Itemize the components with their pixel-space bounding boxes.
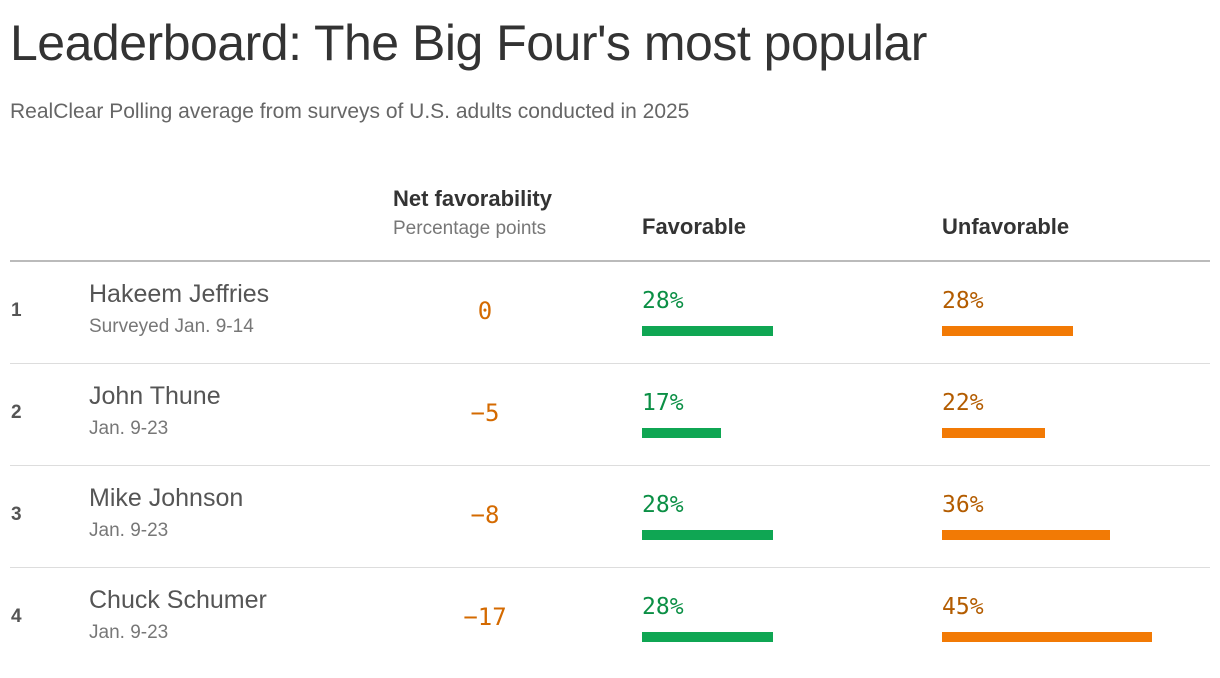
chart-subtitle: RealClear Polling average from surveys o… [10, 100, 690, 123]
row-divider [10, 567, 1210, 568]
net-favorability-subheader: Percentage points [393, 218, 547, 239]
favorable-bar [642, 632, 773, 642]
row-dates: Jan. 9-23 [89, 520, 169, 541]
favorable-header: Favorable [642, 214, 746, 239]
unfavorable-bar [942, 428, 1045, 438]
net-favorability-value: 0 [477, 297, 493, 325]
favorable-value: 28% [642, 594, 684, 620]
row-dates: Jan. 9-23 [89, 418, 169, 439]
header-divider [10, 260, 1210, 262]
row-divider [10, 465, 1210, 466]
unfavorable-value: 36% [942, 492, 984, 518]
favorable-bar [642, 326, 773, 336]
row-name: Hakeem Jeffries [89, 280, 270, 308]
favorable-value: 28% [642, 492, 684, 518]
row-rank: 2 [11, 402, 22, 423]
row-dates: Surveyed Jan. 9-14 [89, 316, 254, 337]
unfavorable-bar [942, 530, 1110, 540]
chart-title: Leaderboard: The Big Four's most popular [10, 15, 927, 71]
unfavorable-value: 22% [942, 390, 984, 416]
unfavorable-value: 45% [942, 594, 984, 620]
row-name: John Thune [89, 382, 221, 410]
row-name: Mike Johnson [89, 484, 244, 512]
unfavorable-bar [942, 326, 1073, 336]
unfavorable-bar [942, 632, 1152, 642]
favorable-bar [642, 428, 721, 438]
net-favorability-value: −17 [463, 603, 507, 631]
net-favorability-header: Net favorability [393, 186, 552, 211]
row-dates: Jan. 9-23 [89, 622, 169, 643]
favorable-value: 28% [642, 288, 684, 314]
row-rank: 4 [11, 606, 22, 627]
row-name: Chuck Schumer [89, 586, 267, 614]
row-rank: 1 [11, 300, 22, 321]
row-rank: 3 [11, 504, 22, 525]
favorable-value: 17% [642, 390, 684, 416]
unfavorable-value: 28% [942, 288, 984, 314]
row-divider [10, 363, 1210, 364]
net-favorability-value: −8 [470, 501, 500, 529]
net-favorability-value: −5 [470, 399, 500, 427]
unfavorable-header: Unfavorable [942, 214, 1070, 239]
favorable-bar [642, 530, 773, 540]
